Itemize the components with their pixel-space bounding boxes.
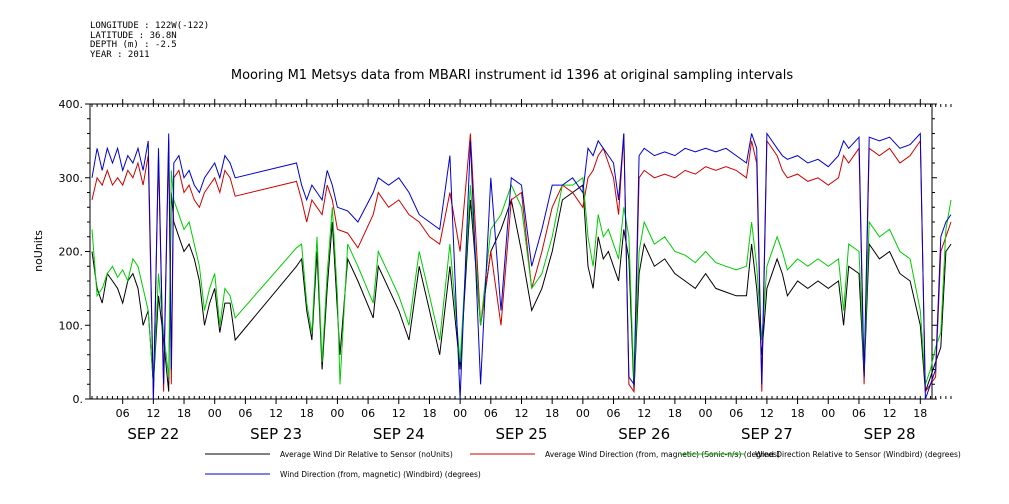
axes: 0. 100. 200. 300. 400. 06 12 18 00 06 12 18 00 06 12 18…	[59, 98, 952, 443]
x-tick-label: 18	[177, 407, 191, 420]
x-tick-label: 06	[729, 407, 743, 420]
y-tick-label: 100.	[59, 319, 84, 332]
x-day-label: SEP 24	[373, 425, 425, 443]
legend-label-2: Average Wind Direction (from, magnetic) …	[545, 450, 780, 459]
x-tick-label: 18	[545, 407, 559, 420]
plot-frame	[89, 103, 933, 400]
x-day-label: SEP 27	[741, 425, 793, 443]
x-day-label: SEP 26	[618, 425, 670, 443]
x-tick-label: 18	[668, 407, 682, 420]
x-tick-label: 00	[330, 407, 344, 420]
x-tick-label: 00	[576, 407, 590, 420]
x-tick-label: 12	[514, 407, 528, 420]
x-tick-label: 00	[453, 407, 467, 420]
x-tick-label: 18	[422, 407, 436, 420]
y-axis-label: noUnits	[32, 230, 45, 272]
x-tick-label: 12	[883, 407, 897, 420]
longitude-text: LONGITUDE : 122W(-122)	[90, 21, 210, 31]
x-day-label: SEP 28	[864, 425, 916, 443]
legend-label-4: Wind Direction (from, magnetic) (Windbir…	[280, 470, 481, 479]
x-tick-label: 12	[760, 407, 774, 420]
series-group	[91, 131, 952, 400]
x-tick-label: 12	[269, 407, 283, 420]
x-tick-label: 06	[361, 407, 375, 420]
y-tick-label: 200.	[59, 246, 84, 259]
series-line-1	[91, 184, 952, 392]
metadata-block: LONGITUDE : 122W(-122) LATITUDE : 36.8N DE…	[90, 21, 210, 60]
legend-label-1: Average Wind Dir Relative to Sensor (noU…	[280, 450, 453, 459]
depth-text: DEPTH (m) : -2.5	[90, 40, 177, 50]
y-tick-label: 0.	[73, 393, 84, 406]
x-day-label: SEP 23	[250, 425, 302, 443]
latitude-text: LATITUDE : 36.8N	[90, 30, 177, 41]
legend: Average Wind Dir Relative to Sensor (noU…	[205, 450, 961, 479]
chart-title: Mooring M1 Metsys data from MBARI instru…	[231, 68, 793, 83]
series-line-2	[91, 133, 952, 400]
x-tick-label: 12	[637, 407, 651, 420]
x-tick-label: 06	[852, 407, 866, 420]
series-line-3	[91, 170, 952, 385]
x-tick-label: 06	[116, 407, 130, 420]
x-tick-label: 18	[300, 407, 314, 420]
x-day-label: SEP 25	[496, 425, 548, 443]
x-tick-label: 18	[913, 407, 927, 420]
x-tick-label: 06	[238, 407, 252, 420]
legend-label-3: Wind Direction Relative to Sensor (Windb…	[755, 450, 961, 459]
x-tick-label: 18	[791, 407, 805, 420]
y-tick-label: 400.	[59, 98, 84, 111]
x-tick-label: 12	[146, 407, 160, 420]
series-line-4	[91, 131, 952, 400]
y-tick-label: 300.	[59, 172, 84, 185]
x-tick-label: 00	[699, 407, 713, 420]
x-tick-label: 00	[821, 407, 835, 420]
x-tick-label: 12	[392, 407, 406, 420]
x-tick-label: 06	[484, 407, 498, 420]
year-text: YEAR : 2011	[90, 49, 150, 60]
x-tick-label: 00	[208, 407, 222, 420]
x-day-label: SEP 22	[127, 425, 179, 443]
x-tick-label: 06	[607, 407, 621, 420]
